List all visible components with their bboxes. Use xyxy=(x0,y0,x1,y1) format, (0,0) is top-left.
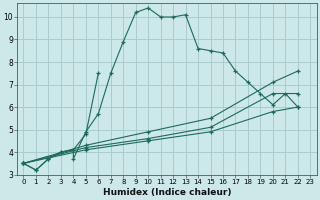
X-axis label: Humidex (Indice chaleur): Humidex (Indice chaleur) xyxy=(103,188,231,197)
